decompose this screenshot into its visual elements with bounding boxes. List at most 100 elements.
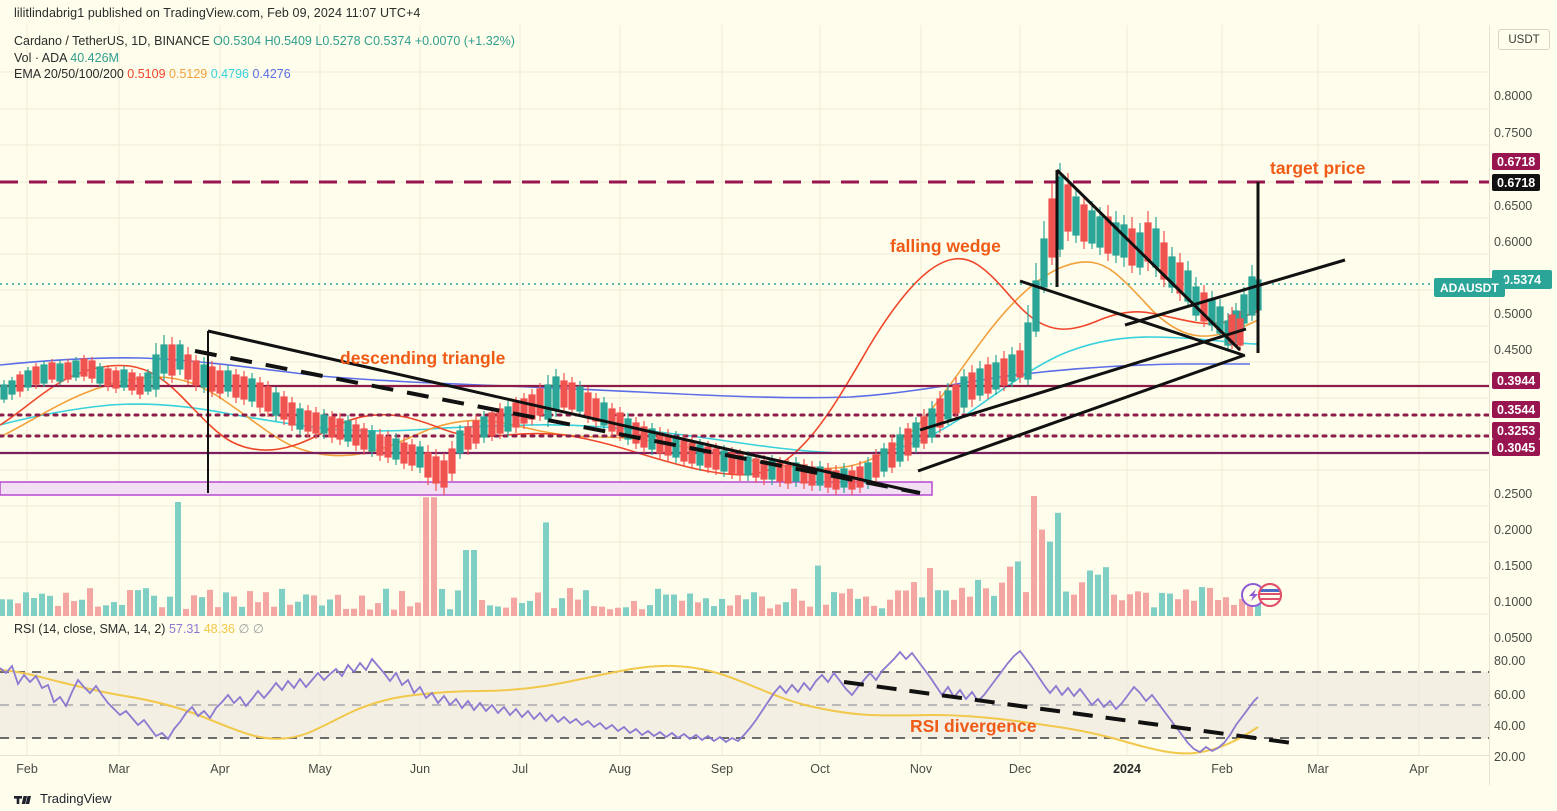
volume-bar — [1191, 600, 1197, 616]
volume-bar — [935, 590, 941, 616]
rsi-tick-label: 40.00 — [1494, 719, 1526, 733]
volume-bar — [735, 595, 741, 616]
time-tick-label: Sep — [710, 762, 734, 776]
volume-bar — [671, 594, 677, 616]
volume-bar — [1119, 600, 1125, 616]
volume-bar — [119, 604, 125, 616]
volume-bar — [967, 596, 973, 616]
chart-canvas[interactable]: Cardano / TetherUS, 1D, BINANCE O0.5304 … — [0, 25, 1557, 785]
rsi-panel — [0, 649, 1489, 755]
volume-bar — [511, 597, 517, 616]
volume-bar — [1223, 597, 1229, 616]
chart-legend: Cardano / TetherUS, 1D, BINANCE O0.5304 … — [14, 33, 515, 83]
volume-bar — [271, 606, 277, 616]
legend-ema100: 0.4796 — [210, 67, 249, 81]
volume-bar — [599, 606, 605, 616]
volume-bar — [1103, 567, 1109, 616]
volume-bar — [175, 502, 181, 616]
price-tick-label: 0.1500 — [1494, 559, 1533, 573]
price-level-pill: 0.3253 — [1492, 422, 1541, 439]
time-tick-label: Feb — [1211, 762, 1233, 776]
volume-bar — [895, 590, 901, 616]
volume-bar — [951, 599, 957, 616]
price-tick-label: 0.2500 — [1494, 487, 1533, 501]
volume-bar — [823, 604, 829, 616]
price-tick-label: 0.1000 — [1494, 595, 1533, 609]
price-axis[interactable]: USDT 0.80000.75000.65000.60000.55000.500… — [1489, 25, 1557, 785]
volume-bar — [639, 609, 645, 616]
volume-bar — [1183, 589, 1189, 616]
legend-ema200: 0.4276 — [252, 67, 291, 81]
volume-bar — [791, 588, 797, 616]
volume-bar — [727, 605, 733, 616]
volume-bar — [1039, 529, 1045, 616]
volume-bar — [927, 568, 933, 616]
volume-bar — [455, 590, 461, 616]
legend-close: C0.5374 — [364, 34, 412, 48]
volume-bar — [783, 602, 789, 616]
volume-bar — [663, 594, 669, 616]
volume-bar — [887, 599, 893, 616]
volume-bar — [359, 595, 365, 616]
volume-bar — [903, 590, 909, 616]
volume-bar — [1151, 607, 1157, 616]
volume-bar — [95, 606, 101, 616]
volume-bar — [583, 590, 589, 616]
volume-bar — [567, 588, 573, 616]
volume-panel — [0, 496, 1261, 616]
support-zone-box — [0, 481, 933, 496]
currency-unit-label: USDT — [1508, 33, 1540, 46]
time-tick-label: Jun — [409, 762, 431, 776]
rsi-tick-label: 60.00 — [1494, 688, 1526, 702]
time-tick-label: Mar — [108, 762, 130, 776]
volume-bar — [335, 594, 341, 616]
legend-low: L0.5278 — [315, 34, 361, 48]
legend-volume-label: Vol · ADA — [14, 50, 67, 65]
volume-bar — [551, 608, 557, 616]
volume-bar — [863, 596, 869, 616]
time-tick-label: Oct — [810, 762, 830, 776]
volume-bar — [1127, 594, 1133, 616]
volume-bar — [535, 592, 541, 616]
volume-bar — [807, 606, 813, 616]
symbol-price-pill[interactable]: ADAUSDT — [1434, 278, 1505, 297]
legend-row-volume: Vol · ADA 40.426M — [14, 50, 515, 67]
volume-bar — [1047, 541, 1053, 616]
volume-bar — [815, 565, 821, 616]
economic-event-badges[interactable] — [1240, 580, 1284, 610]
volume-bar — [1167, 593, 1173, 616]
volume-bar — [943, 590, 949, 616]
volume-bar — [351, 608, 357, 616]
volume-bar — [487, 605, 493, 616]
volume-bar — [183, 608, 189, 616]
volume-bar — [631, 600, 637, 616]
time-tick-label: Apr — [1409, 762, 1429, 776]
breakout-trendlines — [917, 258, 1346, 473]
volume-bar — [1071, 594, 1077, 616]
volume-bar — [527, 600, 533, 616]
volume-bar — [1239, 599, 1245, 616]
rsi-legend-value: 57.31 — [168, 622, 201, 636]
volume-bar — [79, 599, 85, 616]
volume-bar — [975, 579, 981, 616]
time-tick-label: Dec — [1008, 762, 1032, 776]
volume-bar — [1111, 594, 1117, 616]
volume-bar — [607, 609, 613, 616]
time-tick-label: Apr — [210, 762, 230, 776]
volume-bar — [399, 590, 405, 616]
chart-drawing-layer — [0, 25, 1489, 780]
legend-row-symbol: Cardano / TetherUS, 1D, BINANCE O0.5304 … — [14, 33, 515, 50]
volume-bar — [919, 597, 925, 616]
price-tick-label: 0.2000 — [1494, 523, 1533, 537]
legend-change: +0.0070 (+1.32%) — [414, 34, 515, 48]
volume-bar — [87, 588, 93, 616]
volume-bar — [383, 588, 389, 616]
ema20-line — [0, 257, 1259, 476]
volume-bar — [591, 606, 597, 616]
volume-bar — [391, 609, 397, 616]
rsi-sma-line — [0, 664, 1259, 755]
volume-bar — [775, 604, 781, 616]
volume-bar — [1063, 591, 1069, 616]
volume-bar — [911, 582, 917, 616]
time-axis[interactable]: Feb Mar Apr May Jun Jul Aug Sep Oct Nov Dec 2024 Feb… — [0, 755, 1489, 786]
